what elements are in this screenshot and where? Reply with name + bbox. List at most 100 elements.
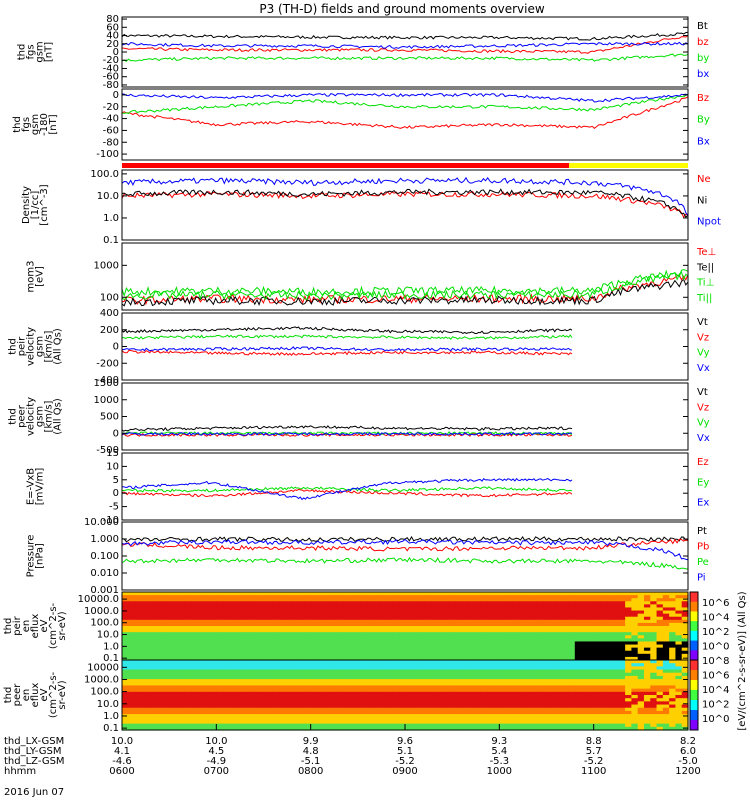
spectrogram-cell	[612, 610, 620, 615]
spectrogram-cell	[392, 619, 400, 624]
spectrogram-cell	[291, 714, 299, 718]
panel-1: 806040200-20-40-60-80thdfgsgsm[nT]Btbzby…	[17, 14, 710, 91]
spectrogram-cell	[537, 629, 544, 633]
spectrogram-cell	[499, 691, 507, 696]
spectrogram-cell	[342, 666, 349, 671]
spectrogram-cell	[587, 644, 595, 649]
spectrogram-cell	[266, 616, 274, 621]
spectrogram-cell	[172, 669, 180, 674]
spectrogram-cell	[323, 685, 331, 690]
spectrogram-cell	[247, 695, 255, 699]
spectrogram-cell	[493, 613, 500, 618]
spectrogram-cell	[228, 622, 236, 627]
spectrogram-cell	[493, 666, 500, 671]
spectrogram-cell	[379, 616, 387, 621]
spectrogram-cell	[480, 691, 488, 696]
spectrogram-cell	[266, 650, 274, 655]
spectrogram-cell	[499, 726, 507, 731]
spectrogram-cell	[493, 635, 500, 639]
spectrogram-cell	[241, 607, 249, 612]
spectrogram-cell	[310, 595, 318, 599]
spectrogram-cell	[643, 601, 651, 605]
spectrogram-cell	[191, 653, 199, 658]
spectrogram-cell	[367, 679, 375, 683]
y-axis-label-line: [mV/m]	[35, 468, 46, 506]
spectrogram-cell	[335, 632, 343, 636]
spectrogram-cell	[599, 635, 607, 639]
spectrogram-cell	[342, 663, 349, 667]
spectrogram-cell	[618, 701, 626, 706]
spectrogram-cell	[675, 638, 683, 643]
y-axis-label: thdpeirvelocitygsm[km/s](All Qs)	[8, 327, 64, 366]
spectrogram-cell	[254, 635, 261, 639]
spectrogram-cell	[599, 656, 607, 661]
spectrogram-cell	[530, 685, 538, 690]
spectrogram-cell	[172, 685, 180, 690]
spectrogram-cell	[159, 695, 167, 699]
spectrogram-cell	[329, 666, 337, 671]
spectrogram-cell	[549, 710, 557, 715]
spectrogram-cell	[555, 638, 563, 643]
spectrogram-cell	[643, 688, 651, 693]
spectrogram-cell	[398, 656, 406, 661]
spectrogram-cell	[203, 598, 211, 602]
spectrogram-cell	[373, 604, 381, 609]
spectrogram-cell	[304, 707, 312, 712]
spectrogram-cell	[260, 647, 268, 652]
spectrogram-cell	[140, 679, 148, 683]
spectrogram-cell	[254, 653, 261, 658]
spectrogram-cell	[310, 672, 318, 677]
spectrogram-cell	[625, 698, 632, 702]
spectrogram-cell	[581, 632, 588, 636]
spectrogram-cell	[467, 672, 475, 677]
spectrogram-cell	[279, 656, 287, 661]
spectrogram-cell	[266, 598, 274, 602]
spectrogram-cell	[543, 632, 551, 636]
spectrogram-cell	[166, 601, 173, 605]
spectrogram-cell	[405, 710, 412, 715]
spectrogram-cell	[681, 669, 689, 674]
spectrogram-cell	[210, 598, 217, 602]
spectrogram-cell	[587, 672, 595, 677]
spectrogram-cell	[581, 598, 588, 602]
spectrogram-cell	[285, 607, 293, 612]
spectrogram-cell	[467, 613, 475, 618]
spectrogram-cell	[128, 695, 136, 699]
spectrogram-cell	[184, 666, 192, 671]
spectrogram-cell	[373, 682, 381, 687]
spectrogram-cell	[511, 622, 519, 627]
spectrogram-cell	[417, 707, 425, 712]
spectrogram-cell	[348, 626, 356, 630]
spectrogram-cell	[323, 616, 331, 621]
spectrogram-cell	[467, 710, 475, 715]
spectrogram-cell	[662, 598, 670, 602]
spectrogram-cell	[360, 717, 368, 722]
spectrogram-cell	[191, 601, 199, 605]
spectrogram-cell	[493, 622, 500, 627]
spectrogram-cell	[606, 653, 614, 658]
spectrogram-cell	[669, 650, 677, 655]
legend-entry: Vx	[697, 363, 710, 374]
spectrogram-cell	[637, 672, 645, 677]
spectrogram-cell	[316, 607, 324, 612]
spectrogram-cell	[499, 626, 507, 630]
spectrogram-cell	[562, 723, 570, 728]
spectrogram-cell	[637, 701, 645, 706]
spectrogram-cell	[467, 601, 475, 605]
spectrogram-cell	[159, 629, 167, 633]
spectrogram-cell	[241, 669, 249, 674]
spectrogram-cell	[423, 726, 431, 731]
spectrogram-cell	[191, 675, 199, 680]
spectrogram-cell	[417, 685, 425, 690]
spectrogram-cell	[455, 613, 463, 618]
spectrogram-cell	[662, 710, 670, 715]
spectrogram-cell	[178, 688, 186, 693]
spectrogram-cell	[593, 675, 601, 680]
spectrogram-cell	[373, 601, 381, 605]
spectrogram-cell	[562, 717, 570, 722]
spectrogram-cell	[386, 717, 394, 722]
spectrogram-cell	[631, 656, 639, 661]
spectrogram-cell	[310, 632, 318, 636]
spectrogram-cell	[618, 695, 626, 699]
spectrogram-cell	[128, 635, 136, 639]
